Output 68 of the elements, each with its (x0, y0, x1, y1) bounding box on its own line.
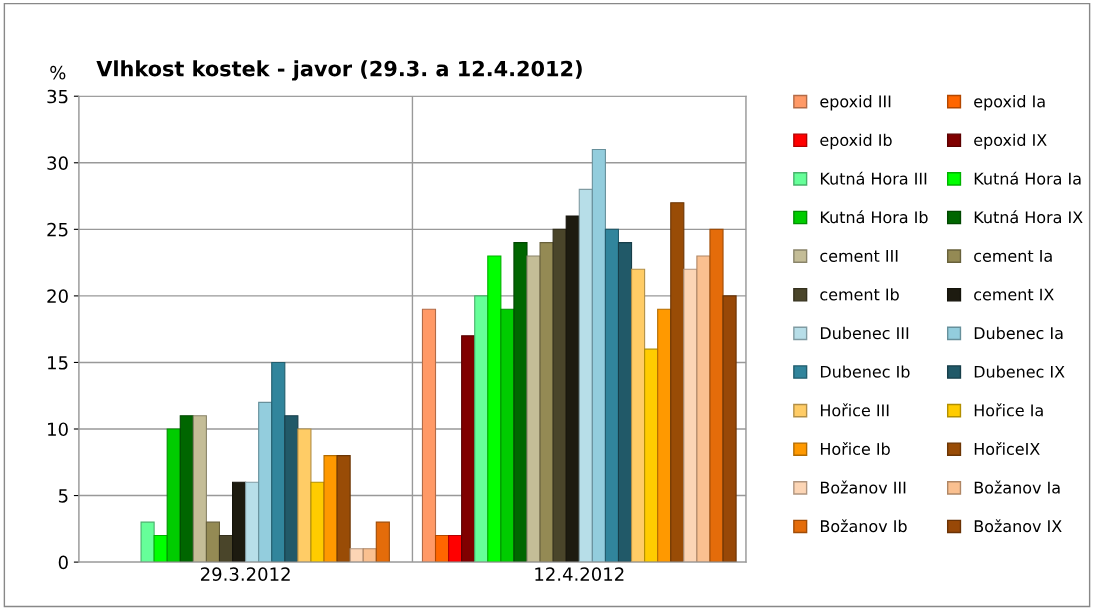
bar (323, 455, 338, 563)
bar (683, 268, 698, 563)
legend-label: Božanov Ib (820, 519, 907, 533)
y-tick-label: 0 (58, 555, 68, 570)
legend-label: Dubenec Ib (820, 365, 910, 378)
chart-title: Vlhkost kostek - javor (29.3. a 12.4.2012) (96, 60, 582, 81)
bar (140, 521, 155, 563)
bar (657, 308, 672, 563)
x-tick-label: 12.4.2012 (535, 567, 624, 581)
bar (539, 242, 554, 563)
bar (670, 202, 685, 563)
bar (179, 415, 194, 563)
legend-label: HořiceIX (974, 441, 1040, 455)
legend-label: epoxid Ia (974, 95, 1045, 111)
y-tick-label: 25 (47, 222, 68, 237)
bar (310, 481, 325, 563)
legend-label: Dubenec Ia (974, 326, 1063, 340)
legend-label: cement III (820, 250, 898, 262)
bar (526, 255, 541, 563)
legend-label: epoxid IX (974, 133, 1047, 150)
y-tick-label: 5 (58, 489, 68, 503)
bar (487, 255, 502, 563)
legend-label: Hořice III (820, 403, 889, 417)
bar (192, 415, 207, 563)
legend-label: Božanov III (820, 480, 906, 494)
y-tick-label: 10 (48, 422, 68, 437)
bar (166, 428, 181, 563)
bar (153, 534, 168, 563)
bar (644, 348, 659, 563)
bar (552, 228, 567, 563)
legend-label: Kutná Hora IX (974, 210, 1083, 224)
legend-label: Božanov IX (974, 519, 1062, 533)
legend-label: cement IX (974, 288, 1054, 301)
bar (297, 428, 312, 563)
legend-label: cement Ib (820, 288, 899, 301)
bar (258, 401, 273, 563)
legend-label: epoxid III (820, 95, 891, 111)
bar (591, 148, 606, 563)
legend-label: Dubenec IX (974, 365, 1065, 378)
bar (245, 481, 260, 563)
bar (500, 308, 515, 563)
bar (578, 188, 593, 563)
legend-label: Kutná Hora Ib (820, 210, 928, 224)
legend-label: Dubenec III (820, 326, 909, 340)
y-tick-label: 15 (48, 356, 68, 370)
bar (630, 268, 646, 563)
bar (696, 255, 711, 563)
legend-label: epoxid Ib (820, 133, 892, 150)
bar (231, 481, 247, 563)
legend-label: cement Ia (974, 250, 1052, 262)
legend-label: Hořice Ib (820, 441, 890, 455)
y-tick-label: 20 (47, 289, 68, 303)
bar (336, 455, 351, 563)
bar (421, 308, 437, 563)
y-tick-label: 35 (47, 89, 68, 104)
legend-label: Hořice Ia (974, 403, 1043, 417)
y-axis-title: % (50, 65, 66, 80)
legend-label: Božanov Ia (974, 480, 1060, 494)
x-tick-label: 29.3.2012 (200, 567, 290, 581)
bar (474, 295, 489, 563)
y-tick-label: 30 (47, 156, 68, 170)
bar (461, 335, 476, 563)
legend-label: Kutná Hora III (820, 171, 927, 185)
legend-label: Kutná Hora Ia (974, 171, 1081, 185)
bar (513, 242, 528, 563)
bar (205, 521, 221, 563)
bar (375, 521, 390, 563)
bar (565, 215, 580, 563)
